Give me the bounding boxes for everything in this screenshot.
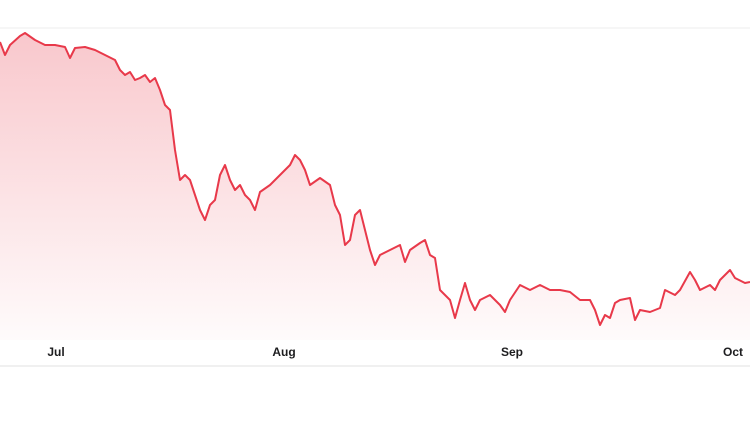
area-fill (0, 33, 750, 340)
x-tick-label: Jul (47, 345, 64, 359)
x-tick-label: Sep (501, 345, 523, 359)
x-tick-label: Aug (272, 345, 295, 359)
x-tick-label: Oct (723, 345, 743, 359)
price-line (0, 32, 750, 326)
